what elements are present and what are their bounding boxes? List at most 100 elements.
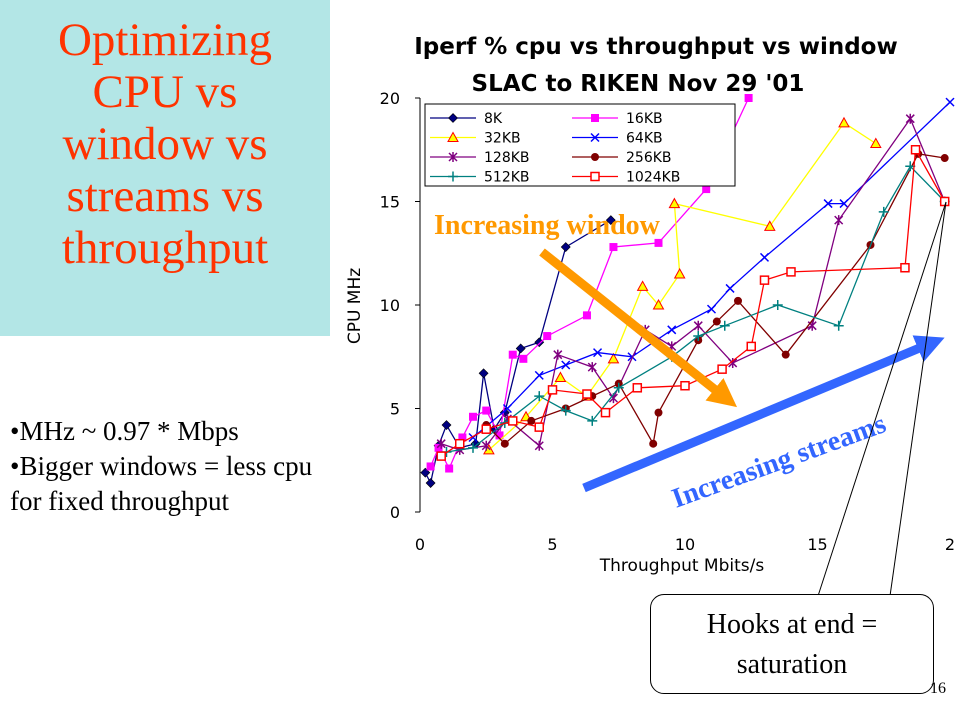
data-point <box>500 439 509 448</box>
data-point <box>468 442 478 453</box>
window-arrow <box>539 248 738 408</box>
y-axis-label: CPU MHz <box>345 268 365 344</box>
legend-label: 64KB <box>626 131 663 147</box>
data-point <box>534 422 544 432</box>
data-point <box>582 311 591 320</box>
legend-item-64kb: 64KB <box>572 131 663 147</box>
data-point <box>448 152 458 162</box>
title-line-2: CPU vs <box>92 66 238 118</box>
slide-title-box: Optimizing CPU vs window vs streams vs t… <box>0 0 330 336</box>
streams-arrow <box>582 335 945 493</box>
data-point <box>838 116 850 128</box>
data-point <box>587 362 597 373</box>
data-point <box>482 406 491 415</box>
data-point <box>781 350 790 359</box>
data-point <box>519 354 528 363</box>
data-point <box>425 478 436 488</box>
data-point <box>900 262 910 273</box>
callout-pointer-line-2 <box>889 201 947 597</box>
data-point <box>833 320 844 331</box>
data-point <box>436 451 446 461</box>
data-point <box>434 443 443 452</box>
callout-pointer-line-1 <box>817 201 947 597</box>
data-point <box>426 462 435 471</box>
chart-title: Iperf % cpu vs throughput vs window <box>414 34 897 60</box>
data-point <box>534 337 545 348</box>
x-tick-label: 5 <box>547 535 557 554</box>
data-point <box>481 440 491 451</box>
data-point <box>481 424 491 434</box>
data-point <box>725 283 735 293</box>
bullet-item-2: •Bigger windows = less cpu for fixed thr… <box>10 451 313 516</box>
data-point <box>668 197 681 209</box>
data-point <box>706 304 717 314</box>
data-point <box>786 267 796 277</box>
data-point <box>534 440 544 451</box>
increasing-streams-label: Increasing streams <box>668 408 890 514</box>
data-point <box>717 364 727 374</box>
data-point <box>719 320 730 331</box>
data-point <box>939 196 950 207</box>
data-point <box>636 280 649 291</box>
legend-item-512kb: 512KB <box>430 170 530 186</box>
legend-item-8k: 8K <box>430 111 503 127</box>
legend: 8K 16KB 32KB 64KB 128KB 256KB 512KB 1024KB <box>424 103 736 187</box>
legend-label: 128KB <box>484 150 530 166</box>
y-tick-label: 10 <box>380 296 400 315</box>
data-point <box>693 331 704 342</box>
data-point <box>613 382 624 393</box>
data-point <box>734 296 742 305</box>
callout-pointer <box>817 201 947 597</box>
x-tick-label: 0 <box>415 535 425 554</box>
data-point <box>447 131 459 142</box>
bullet-list: •MHz ~ 0.97 * Mbps •Bigger windows = les… <box>10 414 330 519</box>
plot-area <box>420 94 955 488</box>
data-point <box>547 385 558 395</box>
x-tick-label: 10 <box>675 535 695 554</box>
data-point <box>587 415 598 426</box>
data-point <box>591 153 599 161</box>
data-point <box>458 433 467 442</box>
callout-line-2: saturation <box>736 649 848 680</box>
x-tick-label: 2 <box>945 535 955 554</box>
legend-item-32kb: 32KB <box>430 131 521 147</box>
data-point <box>746 341 756 352</box>
data-point <box>702 185 711 194</box>
data-point <box>654 408 663 417</box>
data-point <box>590 132 600 143</box>
data-point <box>652 298 665 310</box>
data-point <box>744 94 753 102</box>
data-point <box>515 343 526 354</box>
data-point <box>772 300 783 310</box>
data-point <box>649 439 658 448</box>
data-point <box>667 325 677 335</box>
series-line <box>485 153 945 446</box>
data-point <box>680 380 690 391</box>
data-point <box>632 383 643 393</box>
data-point <box>728 357 738 368</box>
data-point <box>455 438 465 449</box>
data-point <box>910 145 921 155</box>
data-point <box>534 391 545 402</box>
data-point <box>582 389 592 399</box>
series-16kb <box>426 94 753 473</box>
data-point <box>609 243 618 252</box>
y-tick-label: 5 <box>390 400 400 419</box>
legend-box <box>424 103 736 187</box>
legend-label: 32KB <box>484 131 521 147</box>
data-point <box>807 320 817 331</box>
data-point <box>940 154 949 163</box>
increasing-streams-annotation: Increasing streams <box>582 335 945 515</box>
data-point <box>543 332 552 341</box>
title-line-1: Optimizing <box>57 14 273 66</box>
increasing-window-annotation: Increasing window <box>434 210 738 408</box>
data-point <box>534 370 544 380</box>
data-point <box>591 114 599 122</box>
x-axis-label: Throughput Mbits/s <box>599 556 765 576</box>
slide-title: Optimizing CPU vs window vs streams vs t… <box>0 14 330 274</box>
legend-label: 512KB <box>484 170 530 186</box>
data-point <box>763 220 776 231</box>
data-point <box>673 267 686 279</box>
data-point <box>527 416 536 425</box>
chart-subtitle: SLAC to RIKEN Nov 29 '01 <box>472 71 805 97</box>
